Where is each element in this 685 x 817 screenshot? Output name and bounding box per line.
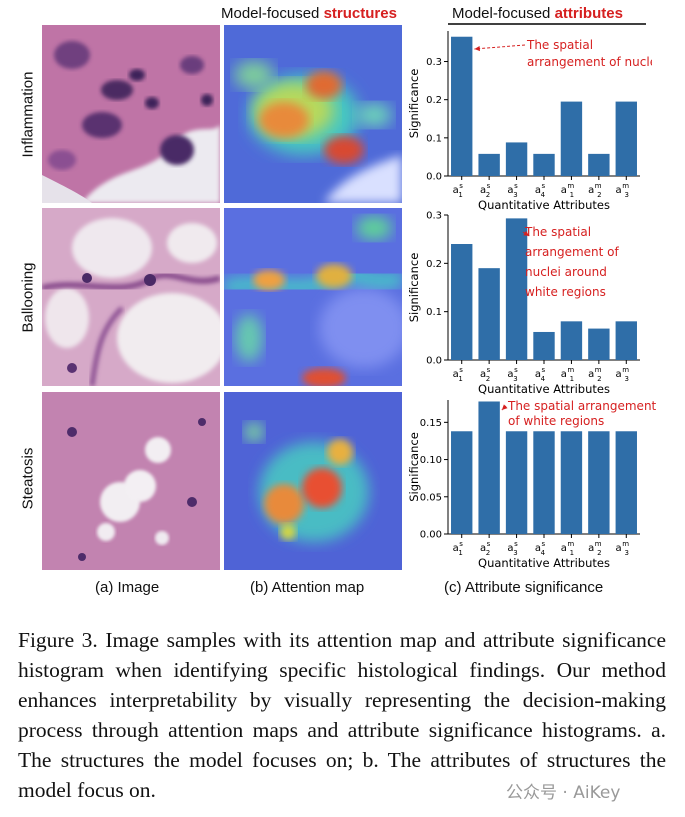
attention-map-steatosis <box>224 392 402 570</box>
y-axis-label: Significance <box>407 69 421 139</box>
y-tick-label: 0.10 <box>420 455 442 466</box>
x-tick-label: am 1 <box>561 366 575 383</box>
attention-map-ballooning <box>224 208 402 386</box>
y-tick-label: 0.3 <box>426 57 442 68</box>
x-tick-label: as 2 <box>480 366 491 383</box>
x-axis-label: Quantitative Attributes <box>478 198 610 212</box>
structures-column-header: Model-focused structures <box>221 5 397 22</box>
bar-a3s <box>505 431 528 534</box>
watermark: 公众号 · AiKey <box>506 783 621 803</box>
row-label-ballooning: Ballooning <box>19 262 37 333</box>
x-tick-label: as 2 <box>480 540 491 557</box>
x-tick-label: as 1 <box>453 182 464 199</box>
bar-a2s <box>478 401 500 534</box>
annotation-text: The spatial <box>526 38 593 52</box>
bar-a3s <box>505 218 528 360</box>
bar-a4s <box>533 153 555 176</box>
x-tick-label: am 1 <box>561 540 575 557</box>
x-tick-label: am 3 <box>616 182 630 199</box>
bar-a2s <box>478 268 500 360</box>
bar-a2m <box>588 328 610 360</box>
x-tick-label: as 3 <box>507 540 518 557</box>
bar-a1s <box>451 36 473 176</box>
subcaption-attribute-significance: (c) Attribute significance <box>444 579 604 596</box>
attributes-column-header: Model-focused attributes <box>452 5 623 22</box>
annotation-arrow <box>474 44 526 50</box>
bar-a3s <box>505 142 528 176</box>
x-tick-label: am 2 <box>588 366 602 383</box>
x-tick-label: am 1 <box>561 182 575 199</box>
y-tick-label: 0.00 <box>420 530 442 541</box>
y-tick-label: 0.1 <box>426 133 442 144</box>
bar-a3m <box>615 431 637 534</box>
annotation-text: white regions <box>525 285 606 299</box>
y-tick-label: 0.15 <box>420 418 442 429</box>
row-label-inflammation: Inflammation <box>19 71 37 158</box>
y-tick-label: 0.05 <box>420 492 442 503</box>
y-tick-label: 0.0 <box>426 356 442 367</box>
annotation-text: The spatial arrangement <box>507 399 657 413</box>
y-tick-label: 0.0 <box>426 172 442 183</box>
histology-image-inflammation <box>42 25 220 203</box>
annotation-arrowhead <box>501 404 508 410</box>
attribute-chart-ballooning: 0.0 0.1 0.2 0.3 Significance as 1 as 2 as 3 as 4 am 1 a… <box>402 206 652 403</box>
y-axis-label: Significance <box>407 432 421 502</box>
bar-a1m <box>560 101 583 176</box>
y-tick-label: 0.1 <box>426 307 442 318</box>
annotation-arrowhead <box>523 230 530 236</box>
x-axis-label: Quantitative Attributes <box>478 382 610 396</box>
bar-a4s <box>533 431 555 534</box>
x-tick-label: am 2 <box>588 182 602 199</box>
x-axis-label: Quantitative Attributes <box>478 556 610 570</box>
bar-a1m <box>560 431 583 534</box>
bar-a2m <box>588 431 610 534</box>
subcaption-image: (a) Image <box>95 579 160 596</box>
x-tick-label: as 3 <box>507 366 518 383</box>
bar-a2s <box>478 153 500 176</box>
histology-image-steatosis <box>42 392 220 570</box>
annotation-text: arrangement of <box>525 245 620 259</box>
annotation-text: nuclei around <box>525 265 607 279</box>
bar-a2m <box>588 153 610 176</box>
figure-caption: Figure 3. Image samples with its attenti… <box>18 628 666 802</box>
attention-map-inflammation <box>224 25 402 203</box>
subcaption-attention-map: (b) Attention map <box>250 579 365 596</box>
y-tick-label: 0.2 <box>426 259 442 270</box>
x-tick-label: as 4 <box>535 366 546 383</box>
x-tick-label: as 2 <box>480 182 491 199</box>
annotation-arrowhead <box>474 45 481 52</box>
annotation-text: arrangement of nuclei <box>527 55 652 69</box>
x-tick-label: am 3 <box>616 366 630 383</box>
x-tick-label: as 1 <box>453 366 464 383</box>
attribute-chart-steatosis: 0.00 0.05 0.10 0.15 Significance as 1 as 2 as 3 as 4… <box>402 392 672 577</box>
bar-a1s <box>451 244 473 360</box>
attributes-accent: attributes <box>554 5 623 22</box>
bar-a3m <box>615 321 637 360</box>
x-tick-label: as 4 <box>535 182 546 199</box>
annotation-text: The spatial <box>524 225 591 239</box>
attribute-chart-inflammation: 0.0 0.1 0.2 0.3 Significance as 1 as 2 as 3 as 4 am 1 a… <box>402 22 660 222</box>
y-tick-label: 0.2 <box>426 95 442 106</box>
structures-accent: structures <box>323 5 397 22</box>
annotation-text: of white regions <box>508 414 604 428</box>
y-tick-label: 0.3 <box>426 211 442 222</box>
x-tick-label: as 3 <box>507 182 518 199</box>
x-tick-label: as 1 <box>453 540 464 557</box>
bar-a3m <box>615 101 637 176</box>
x-tick-label: am 2 <box>588 540 602 557</box>
y-axis-label: Significance <box>407 253 421 323</box>
bar-a4s <box>533 331 555 360</box>
bar-a1s <box>451 431 473 534</box>
x-tick-label: am 3 <box>616 540 630 557</box>
x-tick-label: as 4 <box>535 540 546 557</box>
histology-image-ballooning <box>42 208 220 386</box>
bar-a1m <box>560 321 583 360</box>
row-label-steatosis: Steatosis <box>19 447 37 510</box>
